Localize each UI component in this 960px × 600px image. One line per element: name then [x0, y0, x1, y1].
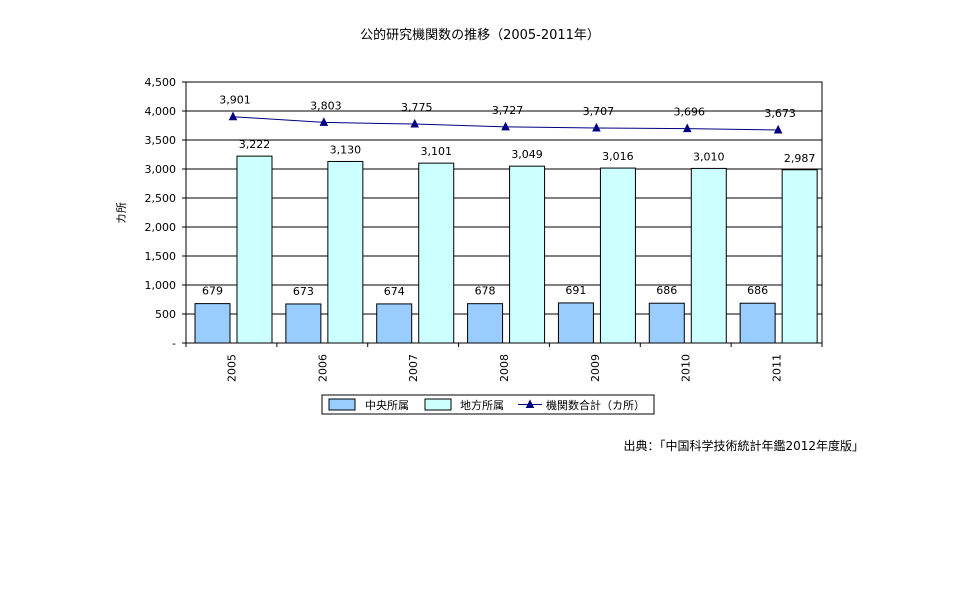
y-tick-label: 3,500 [145, 134, 177, 147]
marker-total [592, 122, 601, 132]
data-label-total: 3,696 [674, 106, 706, 119]
x-tick-label: 2009 [589, 354, 602, 382]
data-label-central: 686 [656, 284, 677, 297]
bar-local [599, 167, 636, 344]
y-tick-label: 3,000 [145, 163, 177, 176]
chart-title: 公的研究機関数の推移（2005-2011年） [360, 28, 600, 43]
y-tick-label: 500 [155, 308, 176, 321]
data-label-central: 673 [293, 285, 314, 298]
data-label-total: 3,775 [401, 101, 433, 114]
bar-local [509, 165, 546, 344]
source-note: 出典：「中国科学技術統計年鑑2012年度版」 [623, 439, 864, 453]
legend-swatch-central [328, 398, 356, 411]
x-tick-label: 2010 [680, 354, 693, 382]
marker-total [228, 111, 238, 121]
data-label-local: 2,987 [784, 152, 816, 165]
legend-swatch-local [424, 398, 452, 411]
bar-central [648, 302, 685, 344]
marker-total [319, 117, 329, 126]
marker-total [501, 121, 510, 131]
bar-central [285, 303, 322, 344]
x-tick-label: 2006 [316, 354, 329, 382]
bar-local [781, 169, 818, 344]
x-tick-label: 2005 [225, 354, 238, 382]
bar-central [376, 303, 413, 344]
data-label-total: 3,803 [310, 99, 342, 112]
legend [321, 394, 655, 415]
data-label-central: 691 [565, 284, 586, 297]
data-label-total: 3,673 [764, 107, 796, 120]
bar-central [194, 303, 231, 344]
y-axis-label: カ所 [115, 202, 128, 224]
bar-local [690, 167, 727, 344]
y-tick-label: 1,000 [145, 279, 177, 292]
legend-label-central: 中央所属 [365, 399, 409, 412]
y-tick-label: 1,500 [145, 250, 177, 263]
data-label-total: 3,707 [583, 105, 615, 118]
data-label-local: 3,016 [602, 150, 634, 163]
bar-central [739, 302, 776, 344]
bar-central [467, 303, 504, 344]
data-label-local: 3,049 [511, 148, 543, 161]
legend-label-total: 機関数合計（カ所） [546, 398, 645, 412]
y-tick-label: - [172, 337, 176, 350]
data-label-central: 679 [202, 285, 223, 298]
data-label-total: 3,727 [492, 104, 524, 117]
y-tick-label: 4,000 [145, 105, 177, 118]
bar-local [327, 160, 364, 344]
data-label-local: 3,130 [330, 143, 362, 156]
data-label-central: 686 [747, 284, 768, 297]
marker-total [410, 118, 420, 128]
data-label-local: 3,222 [239, 138, 271, 151]
data-label-central: 674 [384, 285, 405, 298]
y-tick-label: 2,500 [145, 192, 177, 205]
x-tick-label: 2011 [771, 354, 784, 382]
data-label-local: 3,010 [693, 150, 725, 163]
legend-marker-total [525, 399, 535, 408]
bar-local [236, 155, 273, 344]
bar-central [557, 302, 594, 344]
data-label-local: 3,101 [420, 145, 452, 158]
y-tick-label: 4,500 [145, 76, 177, 89]
marker-total [682, 123, 692, 133]
data-label-total: 3,901 [219, 94, 251, 107]
data-label-central: 678 [475, 285, 496, 298]
marker-total [773, 124, 783, 134]
y-tick-label: 2,000 [145, 221, 177, 234]
legend-label-local: 地方所属 [460, 398, 504, 412]
x-tick-label: 2007 [407, 354, 420, 382]
bar-local [418, 162, 455, 344]
x-tick-label: 2008 [498, 354, 511, 382]
